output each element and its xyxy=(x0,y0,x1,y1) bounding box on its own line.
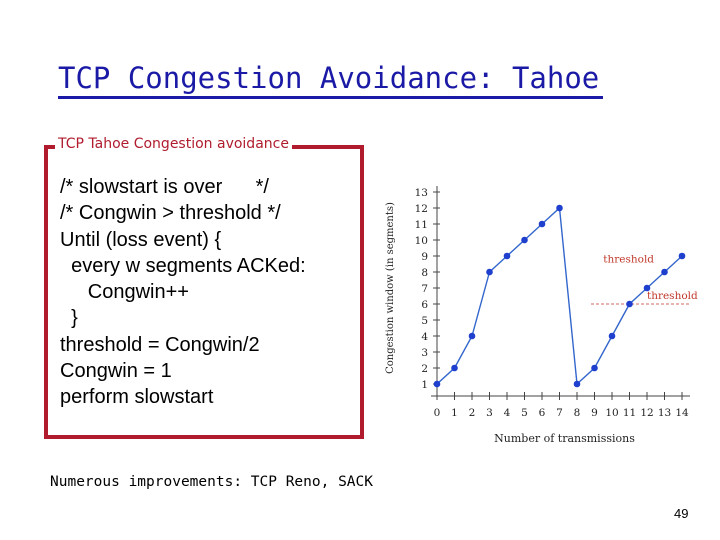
x-tick-label: 8 xyxy=(574,407,581,419)
threshold-label: threshold xyxy=(603,253,654,265)
x-tick-label: 0 xyxy=(434,407,441,419)
code-line: perform slowstart xyxy=(60,386,214,409)
y-tick-label: 10 xyxy=(415,235,428,247)
data-point xyxy=(468,332,476,340)
data-point xyxy=(503,252,511,260)
y-tick-label: 1 xyxy=(421,379,428,391)
y-tick-label: 4 xyxy=(421,331,428,343)
slide-title: TCP Congestion Avoidance: Tahoe xyxy=(58,60,604,99)
data-point xyxy=(486,268,493,276)
y-tick-label: 8 xyxy=(421,267,428,279)
y-tick-label: 12 xyxy=(415,203,428,215)
code-line: Until (loss event) { xyxy=(60,228,222,251)
algorithm-code: /* slowstart is over */ /* Congwin > thr… xyxy=(60,174,306,411)
x-tick-label: 2 xyxy=(469,407,476,419)
code-line: } xyxy=(60,307,78,330)
data-point xyxy=(591,364,598,372)
code-line: Congwin++ xyxy=(60,281,189,304)
algorithm-box-label: TCP Tahoe Congestion avoidance xyxy=(55,135,292,153)
data-point xyxy=(521,236,528,244)
x-tick-label: 1 xyxy=(451,407,458,419)
x-tick-label: 6 xyxy=(539,407,546,419)
x-tick-label: 3 xyxy=(486,407,493,419)
data-point xyxy=(451,364,458,372)
code-line: every w segments ACKed: xyxy=(60,254,306,277)
x-tick-label: 11 xyxy=(623,407,636,419)
data-point xyxy=(608,332,616,340)
y-axis-label: Congestion window (in segments) xyxy=(385,202,396,374)
y-tick-label: 2 xyxy=(421,363,428,375)
data-point xyxy=(661,268,668,276)
y-tick-label: 3 xyxy=(421,347,428,359)
threshold-label: threshold xyxy=(647,290,698,302)
x-axis-label: Number of transmissions xyxy=(494,432,635,445)
code-line: /* Congwin > threshold */ xyxy=(60,202,281,225)
data-point xyxy=(643,284,651,292)
footnote: Numerous improvements: TCP Reno, SACK xyxy=(50,474,374,490)
x-tick-label: 4 xyxy=(504,407,511,419)
y-tick-label: 9 xyxy=(421,251,428,263)
code-line: /* slowstart is over */ xyxy=(60,176,269,198)
x-tick-label: 5 xyxy=(521,407,528,419)
x-tick-label: 9 xyxy=(591,407,598,419)
data-point xyxy=(433,380,441,388)
x-tick-label: 10 xyxy=(605,407,618,419)
data-point xyxy=(678,252,686,260)
page-number: 49 xyxy=(674,506,689,521)
x-tick-label: 13 xyxy=(658,407,671,419)
y-tick-label: 11 xyxy=(415,219,428,231)
code-line: threshold = Congwin/2 xyxy=(60,333,260,356)
series-line xyxy=(436,206,683,386)
data-point xyxy=(573,380,581,388)
y-tick-label: 5 xyxy=(421,315,428,327)
y-tick-label: 6 xyxy=(421,299,428,311)
x-tick-label: 14 xyxy=(675,407,689,419)
x-tick-label: 7 xyxy=(556,407,563,419)
y-tick-label: 13 xyxy=(415,187,428,199)
data-point xyxy=(556,204,563,212)
code-line: Congwin = 1 xyxy=(60,360,172,383)
data-point xyxy=(538,220,546,228)
data-point xyxy=(626,300,633,308)
x-tick-label: 12 xyxy=(640,407,653,419)
y-tick-label: 7 xyxy=(421,283,428,295)
